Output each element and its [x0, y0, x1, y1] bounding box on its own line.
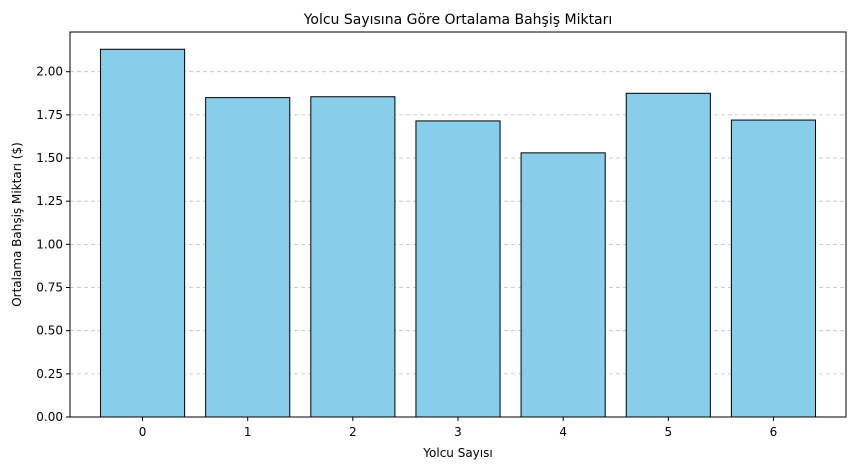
x-tick-label: 4	[559, 425, 567, 439]
x-tick-label: 6	[770, 425, 778, 439]
y-axis-title: Ortalama Bahşiş Miktarı ($)	[10, 142, 24, 307]
y-tick-label: 1.00	[36, 237, 63, 251]
bar-6	[730, 119, 817, 418]
bar-2	[310, 96, 396, 418]
y-tick-label: 1.25	[36, 194, 63, 208]
bars	[99, 48, 817, 418]
x-axis-ticks: 0 1 2 3 4 5 6	[139, 417, 778, 439]
x-tick-label: 5	[664, 425, 672, 439]
x-tick-label: 0	[139, 425, 147, 439]
y-tick-label: 1.75	[36, 108, 63, 122]
x-axis-title: Yolcu Sayısı	[422, 446, 492, 460]
x-tick-label: 3	[454, 425, 462, 439]
bar-1	[205, 97, 291, 418]
y-tick-label: 1.50	[36, 151, 63, 165]
y-axis-ticks: 0.00 0.25 0.50 0.75 1.00 1.25 1.50 1.75 2.00	[36, 65, 70, 424]
bar-5	[625, 92, 711, 418]
bar-0	[99, 48, 186, 418]
y-tick-label: 0.25	[36, 367, 63, 381]
x-tick-label: 2	[349, 425, 357, 439]
y-tick-label: 2.00	[36, 65, 63, 79]
y-tick-label: 0.75	[36, 281, 63, 295]
x-tick-label: 1	[244, 425, 252, 439]
y-tick-label: 0.50	[36, 324, 63, 338]
y-tick-label: 0.00	[36, 410, 63, 424]
chart-title: Yolcu Sayısına Göre Ortalama Bahşiş Mikt…	[303, 12, 613, 28]
bar-4	[520, 152, 606, 418]
bar-3	[415, 120, 501, 418]
